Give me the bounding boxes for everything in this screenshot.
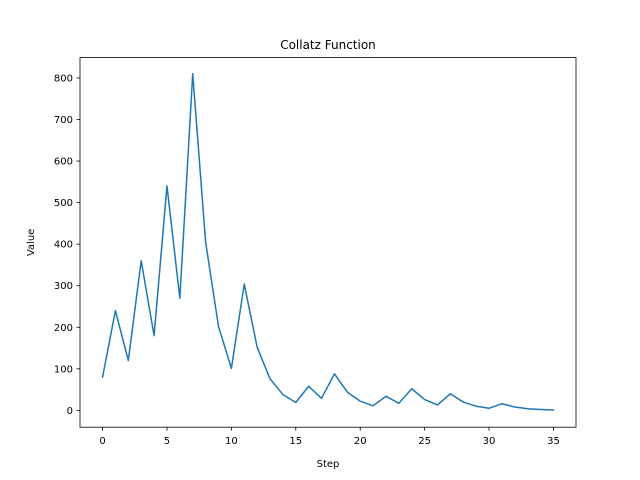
x-tick-label: 35 [547, 436, 560, 447]
x-tick-label: 0 [99, 436, 105, 447]
x-tick-label: 20 [354, 436, 367, 447]
plot-frame [79, 57, 577, 428]
y-tick-label: 100 [54, 364, 73, 375]
x-tick-label: 15 [289, 436, 302, 447]
y-tick-label: 700 [54, 115, 73, 126]
x-axis-label: Step [317, 459, 340, 470]
y-tick-label: 200 [54, 323, 73, 334]
y-axis: 0 100 200 300 400 500 600 700 800 [54, 73, 80, 417]
y-tick-label: 600 [54, 157, 73, 168]
y-tick-label: 800 [54, 73, 73, 84]
y-tick-label: 400 [54, 240, 73, 251]
x-tick-label: 30 [483, 436, 496, 447]
x-tick-label: 10 [225, 436, 238, 447]
series-line [101, 73, 555, 411]
chart-title: Collatz Function [280, 38, 376, 52]
x-axis: 0 5 10 15 20 25 30 35 [99, 427, 560, 447]
series-layer [101, 73, 555, 411]
x-tick-label: 5 [164, 436, 170, 447]
y-axis-label: Value [26, 229, 37, 256]
x-tick-label: 25 [418, 436, 431, 447]
y-tick-label: 300 [54, 281, 73, 292]
y-tick-label: 500 [54, 198, 73, 209]
plot-area [80, 57, 576, 428]
y-tick-label: 0 [67, 406, 73, 417]
